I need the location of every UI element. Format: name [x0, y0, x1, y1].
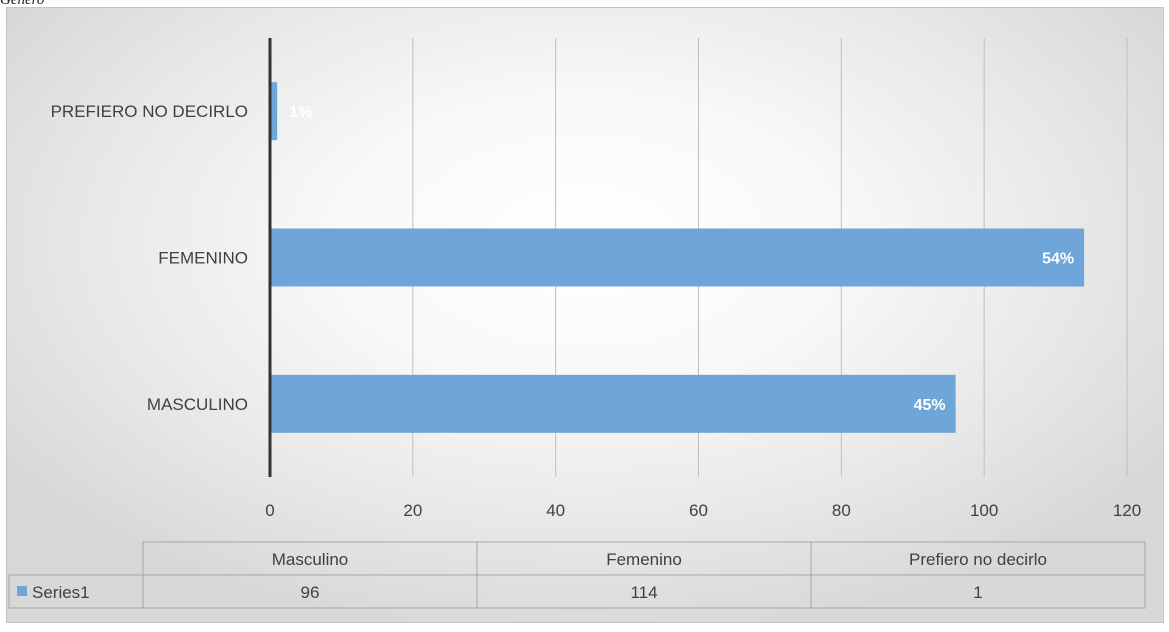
- data-table-header-cell: Masculino: [272, 550, 349, 569]
- tick-label: 120: [1113, 501, 1141, 520]
- legend-label: Series1: [32, 583, 90, 602]
- bar: [270, 374, 956, 433]
- data-table-header-cell: Femenino: [606, 550, 682, 569]
- bar: [270, 228, 1085, 287]
- data-label: 45%: [914, 397, 946, 414]
- category-label: MASCULINO: [147, 395, 248, 414]
- data-label: 54%: [1042, 251, 1074, 268]
- tick-label: 40: [546, 501, 565, 520]
- chart-caption: Género: [0, 0, 45, 8]
- category-label: PREFIERO NO DECIRLO: [51, 102, 248, 121]
- data-table-value-cell: 1: [973, 583, 982, 602]
- chart-area: [6, 7, 1164, 623]
- legend-swatch: [17, 586, 27, 596]
- data-table-header-cell: Prefiero no decirlo: [909, 550, 1047, 569]
- data-table-value-cell: 96: [301, 583, 320, 602]
- tick-label: 20: [403, 501, 422, 520]
- tick-label: 0: [265, 501, 274, 520]
- data-table-value-cell: 114: [630, 583, 657, 602]
- tick-label: 60: [689, 501, 708, 520]
- tick-label: 80: [832, 501, 851, 520]
- data-label: 1%: [289, 104, 312, 121]
- category-label: FEMENINO: [158, 249, 248, 268]
- bar: [270, 82, 278, 141]
- tick-label: 100: [970, 501, 998, 520]
